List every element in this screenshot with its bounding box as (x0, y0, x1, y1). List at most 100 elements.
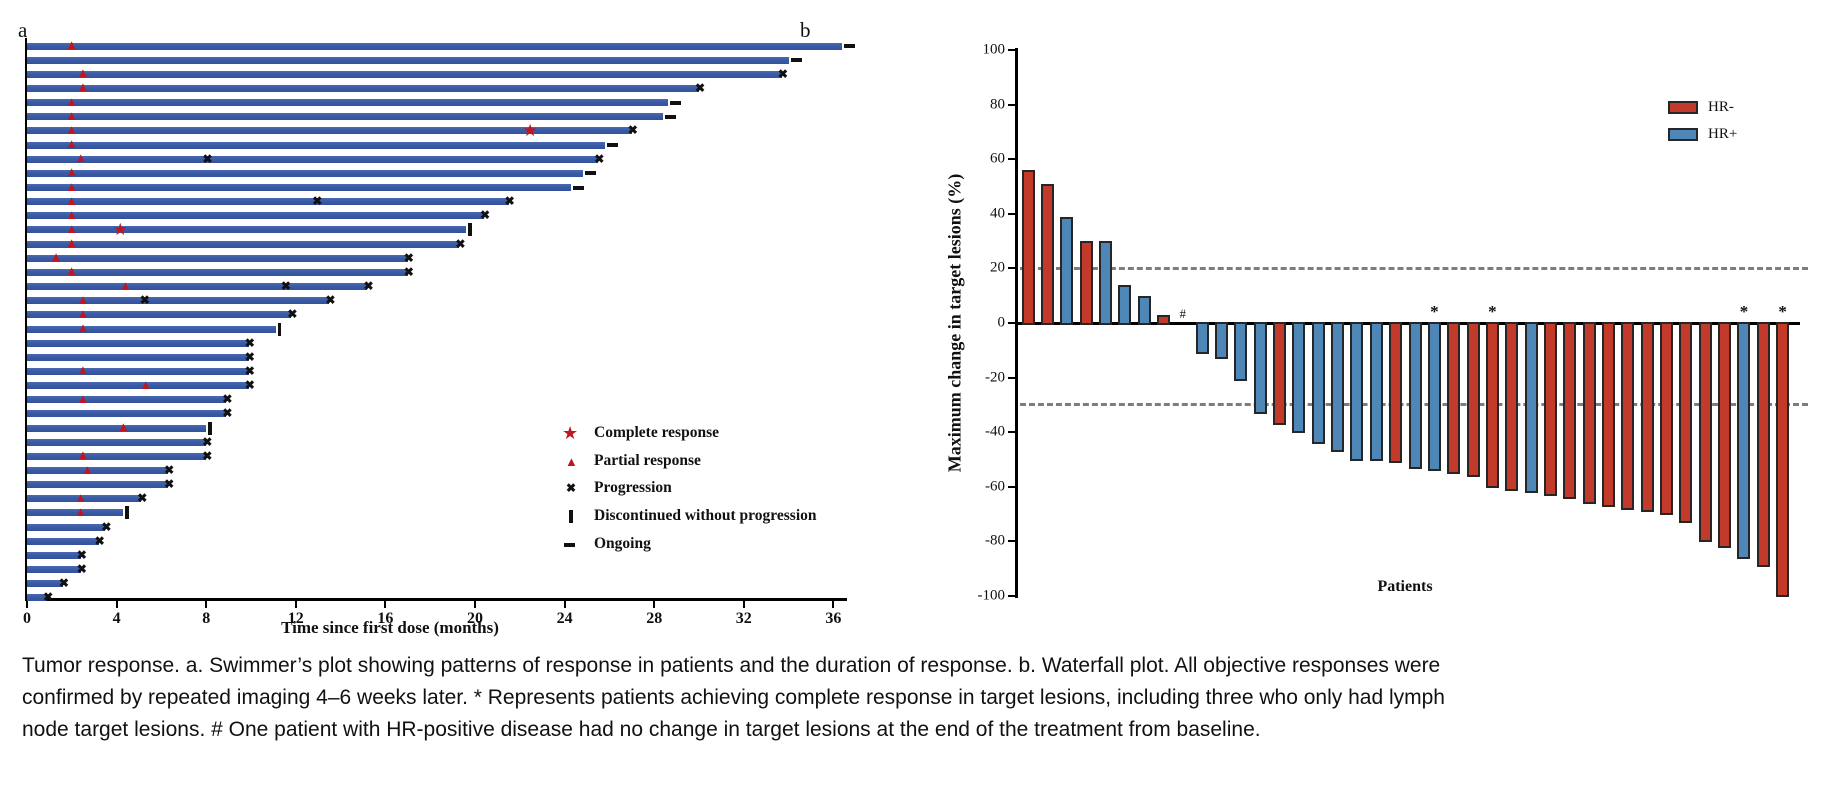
swimmer-bar (27, 70, 782, 78)
legend-ongoing-dash-icon (564, 542, 575, 547)
waterfall-bar (1621, 322, 1635, 510)
partial-response-triangle-icon: ▲ (65, 178, 79, 194)
swimmer-bar (27, 367, 249, 375)
waterfall-bar (1698, 322, 1712, 543)
waterfall-bar (1776, 322, 1790, 597)
ongoing-dash-icon (844, 44, 856, 48)
progression-x-icon: ✖ (58, 576, 69, 591)
y-axis-tick (1008, 431, 1015, 434)
waterfall-bar (1331, 322, 1345, 453)
progression-x-icon: ✖ (594, 151, 605, 166)
waterfall-bar (1040, 183, 1054, 325)
x-axis-tick-label: 36 (825, 610, 842, 627)
swimmer-bar (27, 198, 509, 206)
y-axis-tick (1008, 49, 1015, 51)
no-change-hash-flag: # (1179, 306, 1187, 321)
progression-x-icon: ✖ (312, 194, 323, 209)
swimmer-bar (27, 127, 632, 135)
partial-response-triangle-icon: ▲ (49, 249, 63, 265)
x-axis-tick (384, 600, 387, 608)
waterfall-bar (1602, 322, 1615, 507)
swimmer-bar (27, 353, 249, 361)
y-axis-tick-label: 100 (982, 41, 1006, 58)
y-axis-tick-label: 80 (990, 96, 1005, 113)
partial-response-triangle-icon: ▲ (74, 489, 88, 505)
partial-response-triangle-icon: ▲ (65, 37, 79, 52)
swimmer-bar (27, 523, 106, 531)
swimmer-bar (27, 551, 81, 559)
waterfall-bar (1756, 322, 1770, 567)
legend-item-label: Partial response (594, 451, 701, 469)
complete-response-asterisk-flag: * (1488, 302, 1497, 321)
partial-response-triangle-icon: ▲ (65, 107, 79, 123)
partial-response-triangle-icon: ▲ (76, 362, 90, 378)
legend-progression-x-icon: ✖ (566, 481, 577, 496)
progression-x-icon: ✖ (325, 293, 336, 308)
waterfall-bar (1718, 322, 1732, 548)
swimmer-bar (27, 339, 249, 347)
partial-response-triangle-icon: ▲ (65, 192, 79, 208)
x-axis-tick (832, 600, 835, 608)
ongoing-dash-icon (665, 114, 677, 119)
x-axis-tick (294, 600, 297, 608)
y-axis-tick-label: -40 (985, 423, 1005, 440)
y-axis-tick-label: 60 (990, 150, 1005, 167)
swimmer-bar (27, 99, 668, 107)
y-axis-tick (1008, 595, 1015, 597)
progression-x-icon: ✖ (244, 378, 255, 393)
partial-response-triangle-icon: ▲ (76, 305, 90, 321)
progression-x-icon: ✖ (244, 349, 255, 364)
x-axis-title: Time since first dose (months) (281, 618, 499, 637)
waterfall-bar (1156, 314, 1170, 325)
swimmer-bar (27, 42, 843, 50)
x-axis-tick-label: 0 (23, 610, 31, 627)
y-axis-tick-label: 20 (990, 259, 1005, 276)
swimmer-bar (27, 424, 207, 432)
partial-response-triangle-icon: ▲ (76, 390, 90, 406)
waterfall-bar (1292, 322, 1306, 434)
partial-response-triangle-icon: ▲ (74, 150, 88, 166)
swimmer-bar (27, 155, 599, 163)
legend-partial-response-triangle-icon: ▲ (565, 453, 578, 469)
progression-x-icon: ✖ (164, 477, 175, 492)
waterfall-bar (1485, 322, 1499, 488)
waterfall-bar (1118, 284, 1132, 325)
swimmer-bar (27, 410, 227, 418)
waterfall-bar (1137, 295, 1151, 325)
waterfall-bar (1640, 322, 1654, 513)
progression-x-icon: ✖ (280, 279, 291, 294)
partial-response-triangle-icon: ▲ (65, 220, 79, 236)
partial-response-triangle-icon: ▲ (65, 93, 79, 109)
waterfall-bar (1234, 322, 1248, 382)
x-axis-tick-label: 4 (112, 610, 121, 627)
progression-x-icon: ✖ (222, 406, 233, 421)
discontinued-tick-icon (277, 322, 282, 336)
swimmer-bar (27, 325, 276, 333)
waterfall-bar (1447, 322, 1461, 475)
waterfall-bar (1563, 322, 1577, 499)
waterfall-bar (1389, 322, 1403, 464)
waterfall-bar (1543, 322, 1557, 496)
progression-x-icon: ✖ (43, 590, 54, 605)
complete-response-star-icon: ★ (112, 219, 128, 239)
waterfall-bar (1524, 322, 1538, 494)
progression-x-icon: ✖ (94, 533, 105, 548)
partial-response-triangle-icon: ▲ (80, 461, 94, 477)
swimmer-bar (27, 467, 169, 474)
partial-response-triangle-icon: ▲ (76, 320, 90, 335)
x-axis-tick (742, 600, 745, 608)
waterfall-bar (1582, 322, 1596, 505)
swimmer-bar (27, 452, 207, 460)
y-axis-line (25, 38, 27, 598)
progression-x-icon: ✖ (695, 80, 706, 95)
partial-response-triangle-icon: ▲ (76, 447, 90, 463)
swimmer-bar (27, 283, 368, 291)
legend-swatch (1668, 128, 1698, 141)
waterfall-bar (1253, 322, 1267, 415)
partial-response-triangle-icon: ▲ (74, 503, 88, 519)
waterfall-bar (1466, 322, 1480, 477)
swimmer-bar (27, 268, 408, 276)
progression-x-icon: ✖ (777, 66, 788, 81)
waterfall-bar (1679, 322, 1693, 524)
swimmer-bar (27, 495, 142, 503)
